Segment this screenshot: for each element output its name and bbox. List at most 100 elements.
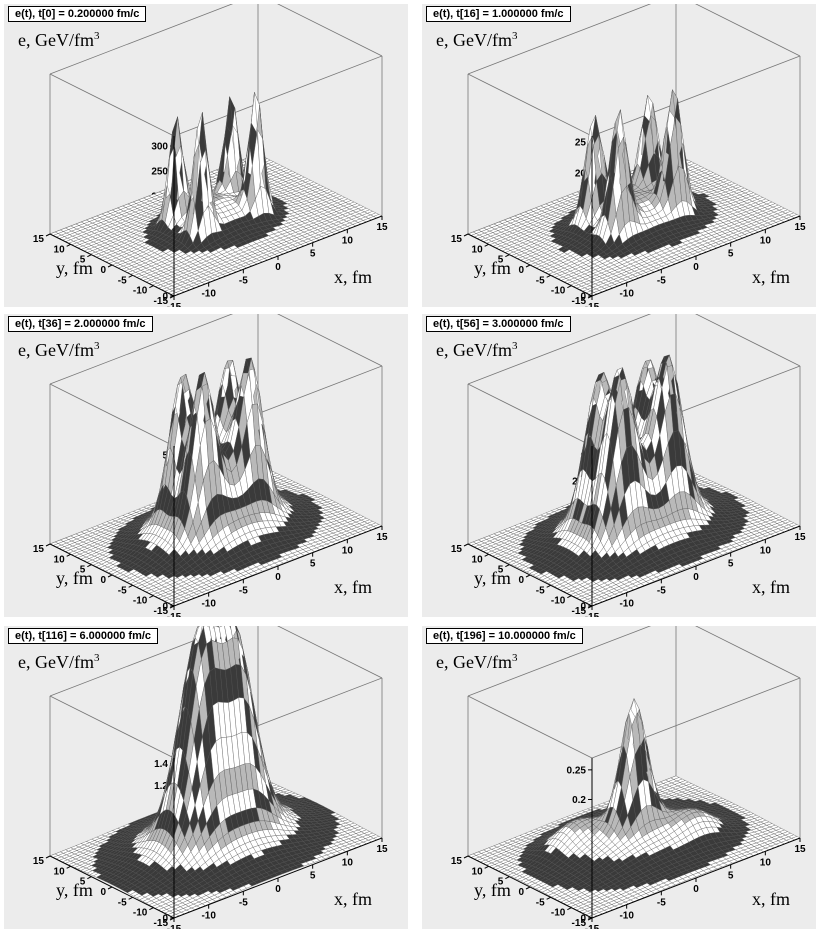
x-tick-label: 15 <box>794 844 806 855</box>
x-tick-label: -15 <box>585 302 600 307</box>
y-tick-label: -5 <box>118 585 127 596</box>
x-tick-label: 10 <box>760 235 772 246</box>
box-edge <box>49 4 234 75</box>
box-edge <box>467 383 593 447</box>
x-tick-label: 5 <box>310 559 316 570</box>
y-tick <box>546 584 551 588</box>
y-tick <box>149 595 154 599</box>
y-tick <box>567 595 572 599</box>
z-tick-label: 0 <box>580 914 586 925</box>
y-axis-label: y, fm <box>56 258 93 278</box>
y-tick <box>525 264 531 268</box>
chart-panel-5: 00.20.40.60.811.21.4-15-10-5051015-15-10… <box>4 626 408 929</box>
x-tick-label: 5 <box>310 871 316 882</box>
y-tick-label: 0 <box>518 575 524 586</box>
x-tick-label: -10 <box>619 911 634 922</box>
y-tick-label: -10 <box>133 908 148 919</box>
chart-panel-6: 00.050.10.150.20.25-15-10-5051015-15-10-… <box>422 626 816 929</box>
z-axis-label-exponent: 3 <box>511 652 518 664</box>
box-edge <box>49 314 234 385</box>
y-tick-label: 5 <box>498 565 504 576</box>
surface-plot: 00.511.522.53-15-10-5051015-15-10-505101… <box>451 314 806 617</box>
y-tick <box>66 243 71 247</box>
y-tick-label: -10 <box>133 596 148 607</box>
y-tick-label: 10 <box>472 866 484 877</box>
y-tick-label: -10 <box>551 908 566 919</box>
x-axis-label: x, fm <box>334 267 372 287</box>
y-axis-label: y, fm <box>56 880 93 900</box>
x-tick-label: 15 <box>376 844 388 855</box>
x-tick-label: 5 <box>728 871 734 882</box>
box-edge <box>467 314 652 385</box>
x-tick-label: 10 <box>342 235 354 246</box>
box-edge <box>277 626 383 679</box>
box-edge <box>467 73 593 137</box>
y-tick-label: 10 <box>54 244 66 255</box>
y-tick <box>463 543 469 547</box>
chart-title: e(t), t[0] = 0.200000 fm/c <box>8 6 147 22</box>
x-tick-label: 15 <box>794 532 806 543</box>
z-axis-label-text: e, GeV/fm <box>436 652 512 672</box>
chart-title: e(t), t[36] = 2.000000 fm/c <box>8 316 153 332</box>
x-tick-label: 15 <box>794 222 806 233</box>
y-tick <box>546 274 551 278</box>
y-tick-label: -15 <box>154 296 169 307</box>
y-tick <box>149 907 154 911</box>
y-tick-label: -5 <box>536 275 545 286</box>
z-axis-label: e, GeV/fm3 <box>18 30 99 51</box>
y-axis-label: y, fm <box>56 568 93 588</box>
y-tick-label: 15 <box>451 856 463 867</box>
x-axis-label: x, fm <box>752 267 790 287</box>
x-tick-label: 10 <box>342 545 354 556</box>
z-axis-label: e, GeV/fm3 <box>18 340 99 361</box>
y-tick <box>87 876 92 880</box>
z-axis-label-exponent: 3 <box>93 30 100 42</box>
y-tick-label: -15 <box>572 918 587 929</box>
x-tick-label: 10 <box>342 857 354 868</box>
y-tick <box>525 574 531 578</box>
z-axis-label: e, GeV/fm3 <box>436 652 517 673</box>
z-axis-label: e, GeV/fm3 <box>436 30 517 51</box>
y-tick-label: -5 <box>536 585 545 596</box>
x-tick-label: -5 <box>657 275 666 286</box>
z-axis-label-text: e, GeV/fm <box>18 30 94 50</box>
z-tick-label: 0 <box>580 602 586 613</box>
x-axis-label: x, fm <box>334 577 372 597</box>
y-tick-label: 0 <box>100 887 106 898</box>
y-tick-label: 10 <box>54 554 66 565</box>
y-tick <box>128 584 133 588</box>
box-edge <box>173 55 383 137</box>
x-tick-label: -10 <box>619 289 634 300</box>
z-tick-label: 1.4 <box>154 759 168 770</box>
y-tick-label: -15 <box>154 606 169 617</box>
y-tick <box>87 254 92 258</box>
y-tick <box>587 917 593 921</box>
y-tick <box>463 855 469 859</box>
x-tick-label: 15 <box>376 222 388 233</box>
z-tick-label: 0.2 <box>572 795 586 806</box>
y-tick <box>169 605 175 609</box>
z-axis-label-text: e, GeV/fm <box>18 340 94 360</box>
z-tick-label: 300 <box>151 142 168 153</box>
chart-title: e(t), t[56] = 3.000000 fm/c <box>426 316 571 332</box>
y-tick <box>128 274 133 278</box>
y-tick <box>484 553 489 557</box>
y-tick-label: -15 <box>154 918 169 929</box>
surface-plot: 00.050.10.150.20.25-15-10-5051015-15-10-… <box>451 626 806 929</box>
x-tick-label: -10 <box>619 599 634 610</box>
surface-mesh <box>49 357 383 607</box>
y-tick-label: -5 <box>536 897 545 908</box>
z-tick-label: 0 <box>580 292 586 303</box>
z-axis-label-exponent: 3 <box>93 340 100 352</box>
x-tick-label: 10 <box>760 545 772 556</box>
y-tick-label: 5 <box>498 255 504 266</box>
x-tick-label: 5 <box>728 559 734 570</box>
y-tick-label: 10 <box>54 866 66 877</box>
y-tick-label: 0 <box>100 265 106 276</box>
y-tick-label: 15 <box>33 234 45 245</box>
x-axis-label: x, fm <box>334 889 372 909</box>
chart-title: e(t), t[16] = 1.000000 fm/c <box>426 6 571 22</box>
x-tick-label: -15 <box>585 612 600 617</box>
z-tick-label: 0 <box>162 602 168 613</box>
